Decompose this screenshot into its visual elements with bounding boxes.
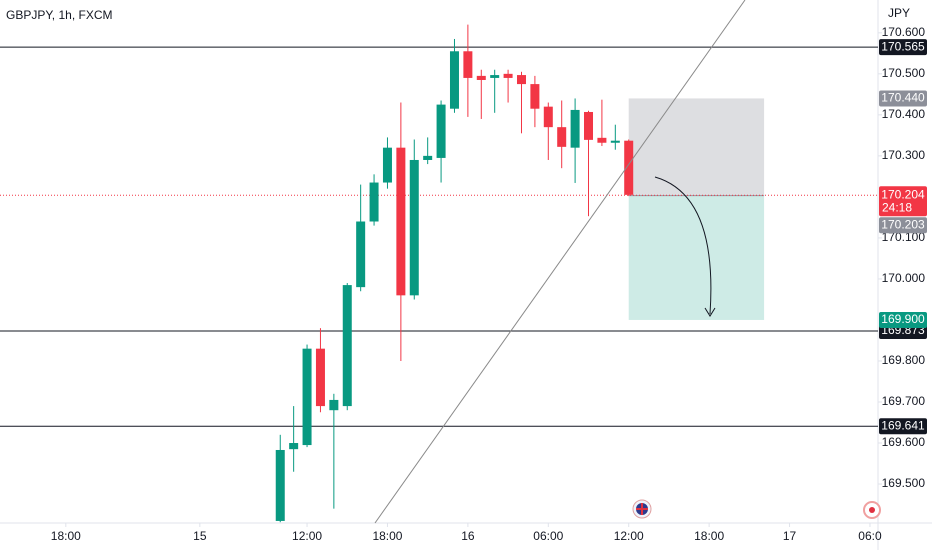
candle-body — [423, 155, 433, 160]
last-price-label: 170.204 — [881, 187, 925, 201]
candle-body — [557, 127, 567, 147]
y-tick-label: 170.000 — [882, 271, 926, 285]
level-label: 169.641 — [881, 418, 925, 432]
y-tick-label: 170.100 — [882, 230, 926, 244]
x-tick-label: 06:00 — [533, 529, 563, 543]
candle-body — [356, 221, 366, 288]
candle-body — [570, 109, 580, 148]
entry-label-box — [879, 217, 927, 234]
currency-label: JPY — [888, 6, 910, 20]
marks — [0, 24, 878, 523]
candle-body — [610, 140, 620, 143]
candle-body — [275, 449, 285, 521]
candle-body — [463, 51, 473, 78]
candle-body — [436, 104, 446, 158]
candle-body — [597, 137, 607, 143]
target-label: 169.900 — [881, 312, 925, 326]
x-tick-label: 12:00 — [614, 529, 644, 543]
candle-body — [503, 73, 513, 78]
x-tick-label: 06:0 — [858, 529, 882, 543]
arrow — [654, 176, 712, 315]
y-tick-label: 169.600 — [882, 435, 926, 449]
level-label: 170.565 — [881, 39, 925, 53]
event-icon — [863, 501, 881, 519]
candle-body — [624, 140, 634, 195]
y-tick-label: 170.600 — [882, 25, 926, 39]
trend-line — [374, 0, 746, 524]
candle-body — [516, 75, 526, 85]
target-zone — [628, 195, 765, 320]
candle-body — [369, 182, 379, 222]
level-label-box — [879, 39, 927, 56]
stop-label: 170.440 — [881, 91, 925, 105]
stop-zone — [628, 98, 765, 196]
candle-body — [315, 348, 325, 407]
candle-body — [584, 111, 594, 140]
stop-label-box — [879, 90, 927, 107]
chart-title: GBPJPY, 1h, FXCM — [6, 8, 112, 22]
y-tick-label: 170.500 — [882, 66, 926, 80]
y-tick-label: 169.500 — [882, 476, 926, 490]
candle-body — [302, 348, 312, 446]
x-tick-label: 15 — [193, 529, 207, 543]
x-tick-label: 18:00 — [694, 529, 724, 543]
candle-body — [409, 159, 419, 296]
candle-body — [289, 443, 299, 450]
y-tick-label: 169.700 — [882, 394, 926, 408]
last-price-box — [879, 186, 927, 217]
x-tick-label: 16 — [461, 529, 475, 543]
event-icon — [632, 499, 652, 519]
x-tick-label: 18:00 — [372, 529, 402, 543]
candle-body — [490, 75, 500, 78]
y-tick-label: 170.300 — [882, 148, 926, 162]
target-label-box — [879, 311, 927, 328]
x-tick-label: 12:00 — [292, 529, 322, 543]
candle-body — [476, 75, 486, 80]
candle-body — [382, 147, 392, 183]
y-tick-label: 169.800 — [882, 353, 926, 367]
arrow-head — [704, 307, 716, 317]
candle-body — [530, 84, 540, 109]
candle-body — [396, 147, 406, 296]
candle-body — [449, 51, 459, 109]
candle-body — [329, 399, 339, 411]
entry-label: 170.203 — [881, 217, 925, 231]
y-tick-label: 170.400 — [882, 107, 926, 121]
candle-body — [543, 106, 553, 128]
level-label-box — [879, 418, 927, 435]
countdown: 24:18 — [882, 200, 912, 214]
candle-body — [342, 285, 352, 407]
x-tick-label: 17 — [783, 529, 797, 543]
x-tick-label: 18:00 — [51, 529, 81, 543]
